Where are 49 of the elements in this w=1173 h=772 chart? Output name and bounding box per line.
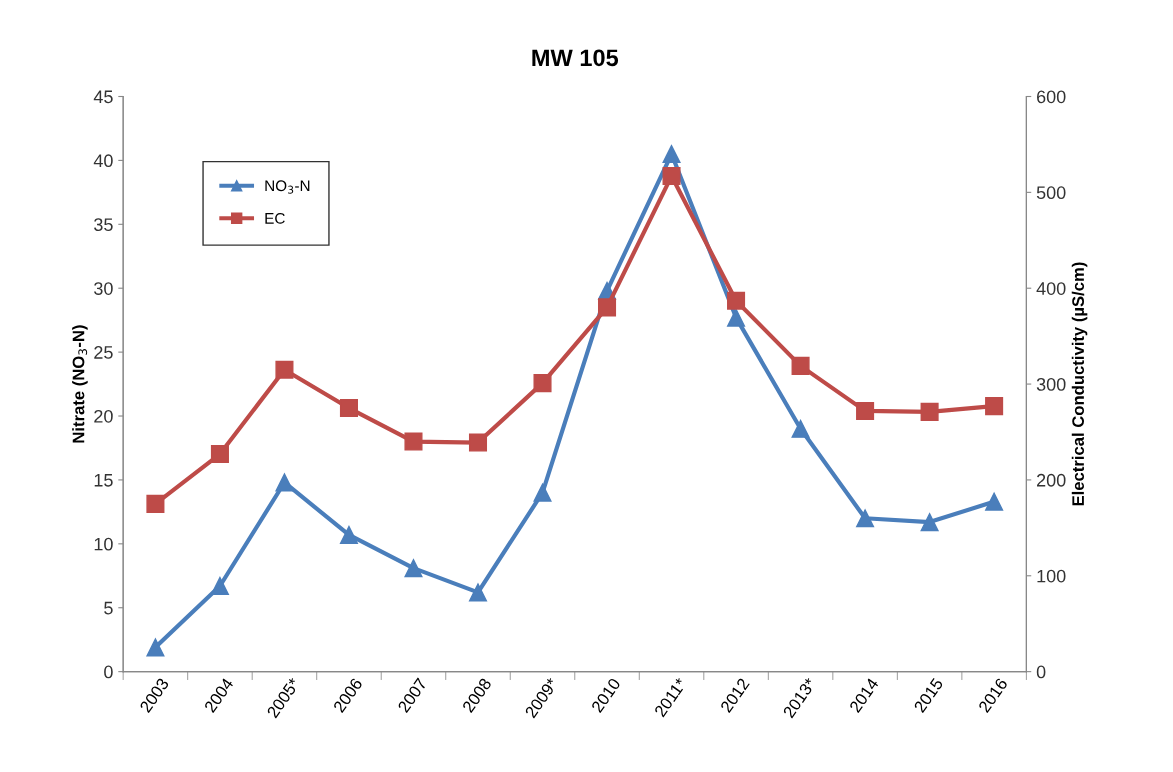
y-tick-label: 30 [94, 282, 113, 295]
y-tick-label: 35 [94, 218, 113, 232]
point [791, 419, 810, 438]
point [662, 167, 681, 186]
y2-tick-label: 300 [1036, 378, 1066, 391]
point [468, 583, 488, 602]
y-axis-title: Nitrate (NO$_{3}$-N) [72, 325, 88, 443]
point [339, 525, 358, 544]
point [985, 492, 1004, 511]
point [210, 445, 229, 464]
point [727, 291, 746, 310]
legend-label: NO$_{3}$-N [265, 180, 310, 194]
point [791, 356, 810, 375]
point [856, 401, 875, 420]
point [920, 513, 939, 532]
y2-tick-label: 400 [1036, 282, 1066, 295]
y-tick-label: 5 [104, 601, 113, 615]
y2-tick-label: 200 [1037, 473, 1066, 487]
legend-label: EC [265, 212, 285, 224]
point [468, 433, 488, 452]
y-tick-label: 25 [94, 346, 113, 359]
point [275, 473, 294, 492]
y2-tick-label: 600 [1037, 90, 1066, 104]
y-tick-label: 15 [94, 474, 113, 487]
point [856, 509, 875, 528]
point [920, 402, 939, 421]
point [275, 360, 294, 379]
point [727, 308, 746, 327]
point [597, 298, 617, 317]
y2-tick-label: 100 [1037, 569, 1066, 583]
y2-tick-label: 500 [1036, 186, 1066, 200]
y-tick-label: 0 [104, 665, 113, 679]
chart-title: MW 105 [532, 49, 619, 67]
point [662, 144, 681, 164]
point [210, 576, 229, 596]
y-tick-label: 10 [94, 537, 113, 551]
point [985, 397, 1004, 416]
y-tick-label: 40 [93, 154, 113, 168]
point [533, 483, 552, 502]
point [533, 374, 552, 393]
y2-tick-label: 0 [1036, 665, 1046, 679]
point [404, 432, 423, 451]
y-tick-label: 20 [94, 409, 113, 423]
point [339, 399, 358, 418]
y-tick-label: 45 [93, 90, 113, 104]
point [146, 638, 165, 657]
y2-axis-title: Electrical Conductivity (µS/cm) [1071, 262, 1088, 506]
point [146, 494, 165, 513]
point [404, 559, 423, 578]
